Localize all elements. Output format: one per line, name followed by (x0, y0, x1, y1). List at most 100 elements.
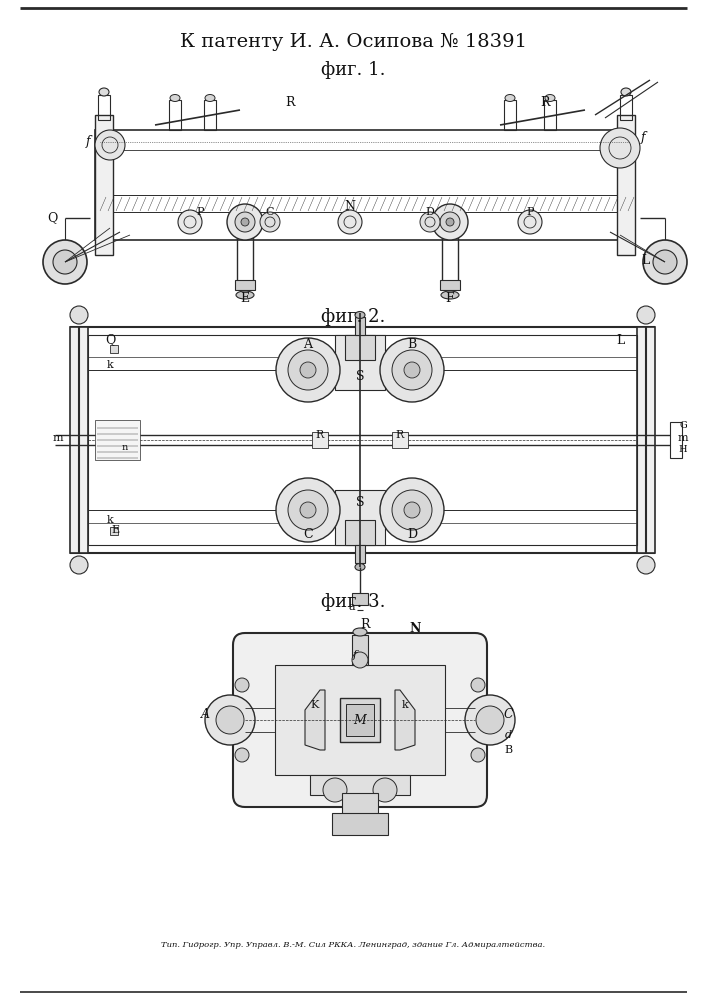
Bar (235, 280, 255, 290)
Bar (95, 130, 635, 240)
Circle shape (205, 695, 255, 745)
Bar (335, 490, 385, 545)
Bar (88, 335, 637, 545)
Circle shape (420, 212, 440, 232)
Bar (670, 422, 682, 458)
Bar (352, 635, 368, 665)
Circle shape (300, 362, 316, 378)
Circle shape (178, 210, 202, 234)
Circle shape (235, 748, 249, 762)
Text: f: f (353, 650, 357, 660)
Circle shape (352, 652, 368, 668)
Bar (345, 335, 375, 360)
Text: B: B (504, 745, 512, 755)
Text: A: A (303, 338, 312, 352)
Text: K: K (311, 700, 319, 710)
Bar (312, 432, 328, 448)
Text: N: N (409, 621, 421, 635)
Text: E: E (240, 292, 250, 304)
Circle shape (446, 218, 454, 226)
Bar (617, 115, 635, 255)
Text: К патенту И. А. Осипова № 18391: К патенту И. А. Осипова № 18391 (180, 33, 527, 51)
Text: Q: Q (47, 212, 57, 225)
Text: k: k (107, 515, 113, 525)
Bar (204, 100, 216, 130)
Text: S: S (356, 496, 364, 510)
Bar (110, 527, 118, 535)
Text: G: G (679, 420, 687, 430)
Text: C: C (266, 207, 274, 217)
Text: B: B (407, 338, 416, 352)
Bar (352, 593, 368, 605)
Circle shape (70, 556, 88, 574)
Text: F: F (445, 292, 455, 304)
Bar (342, 793, 378, 815)
Circle shape (476, 706, 504, 734)
Circle shape (95, 130, 125, 160)
Circle shape (392, 350, 432, 390)
Circle shape (637, 556, 655, 574)
Bar (275, 665, 445, 775)
Circle shape (643, 240, 687, 284)
Bar (440, 280, 460, 290)
Ellipse shape (621, 88, 631, 96)
Circle shape (227, 204, 263, 240)
Circle shape (392, 490, 432, 530)
Ellipse shape (441, 291, 459, 299)
Bar (332, 813, 388, 835)
Circle shape (43, 240, 87, 284)
Bar (70, 327, 88, 553)
Circle shape (432, 204, 468, 240)
Circle shape (53, 250, 77, 274)
Circle shape (440, 212, 460, 232)
Text: N: N (344, 200, 356, 214)
Bar (544, 100, 556, 130)
Bar (620, 95, 632, 120)
Circle shape (373, 778, 397, 802)
Text: P: P (526, 207, 534, 217)
Circle shape (404, 502, 420, 518)
Polygon shape (305, 690, 325, 750)
Circle shape (70, 306, 88, 324)
Bar (95, 115, 113, 255)
Text: R: R (316, 430, 324, 440)
Polygon shape (395, 690, 415, 750)
Bar (504, 100, 516, 130)
Circle shape (260, 212, 280, 232)
Circle shape (241, 218, 249, 226)
Text: k: k (107, 360, 113, 370)
Circle shape (471, 678, 485, 692)
Text: n: n (122, 444, 128, 452)
Circle shape (323, 778, 347, 802)
Text: D: D (426, 207, 434, 217)
Text: фиг. 1.: фиг. 1. (321, 61, 385, 79)
Text: R: R (540, 96, 550, 108)
Bar (355, 545, 365, 563)
Circle shape (637, 306, 655, 324)
Ellipse shape (170, 95, 180, 102)
Ellipse shape (505, 95, 515, 102)
Bar (340, 698, 380, 742)
Text: d: d (504, 730, 512, 740)
Text: f: f (641, 131, 645, 144)
Text: S: S (356, 370, 364, 383)
Text: m: m (678, 433, 689, 443)
Bar (98, 95, 110, 120)
Circle shape (653, 250, 677, 274)
Bar (310, 775, 410, 795)
Text: Тип. Гидрогр. Упр. Управл. В.-М. Сил РККА. Ленинград, здание Гл. Адмиралтейства.: Тип. Гидрогр. Упр. Управл. В.-М. Сил РКК… (161, 941, 545, 949)
Circle shape (235, 678, 249, 692)
Text: M: M (354, 714, 366, 726)
Text: C: C (503, 708, 513, 722)
Text: C: C (303, 528, 312, 542)
Text: фиг. 3.: фиг. 3. (321, 593, 385, 611)
Bar (335, 335, 385, 390)
Circle shape (216, 706, 244, 734)
Circle shape (380, 338, 444, 402)
Text: Q: Q (105, 334, 115, 347)
Bar (392, 432, 408, 448)
Bar (355, 317, 365, 335)
Circle shape (288, 490, 328, 530)
Circle shape (465, 695, 515, 745)
Bar (237, 225, 253, 285)
